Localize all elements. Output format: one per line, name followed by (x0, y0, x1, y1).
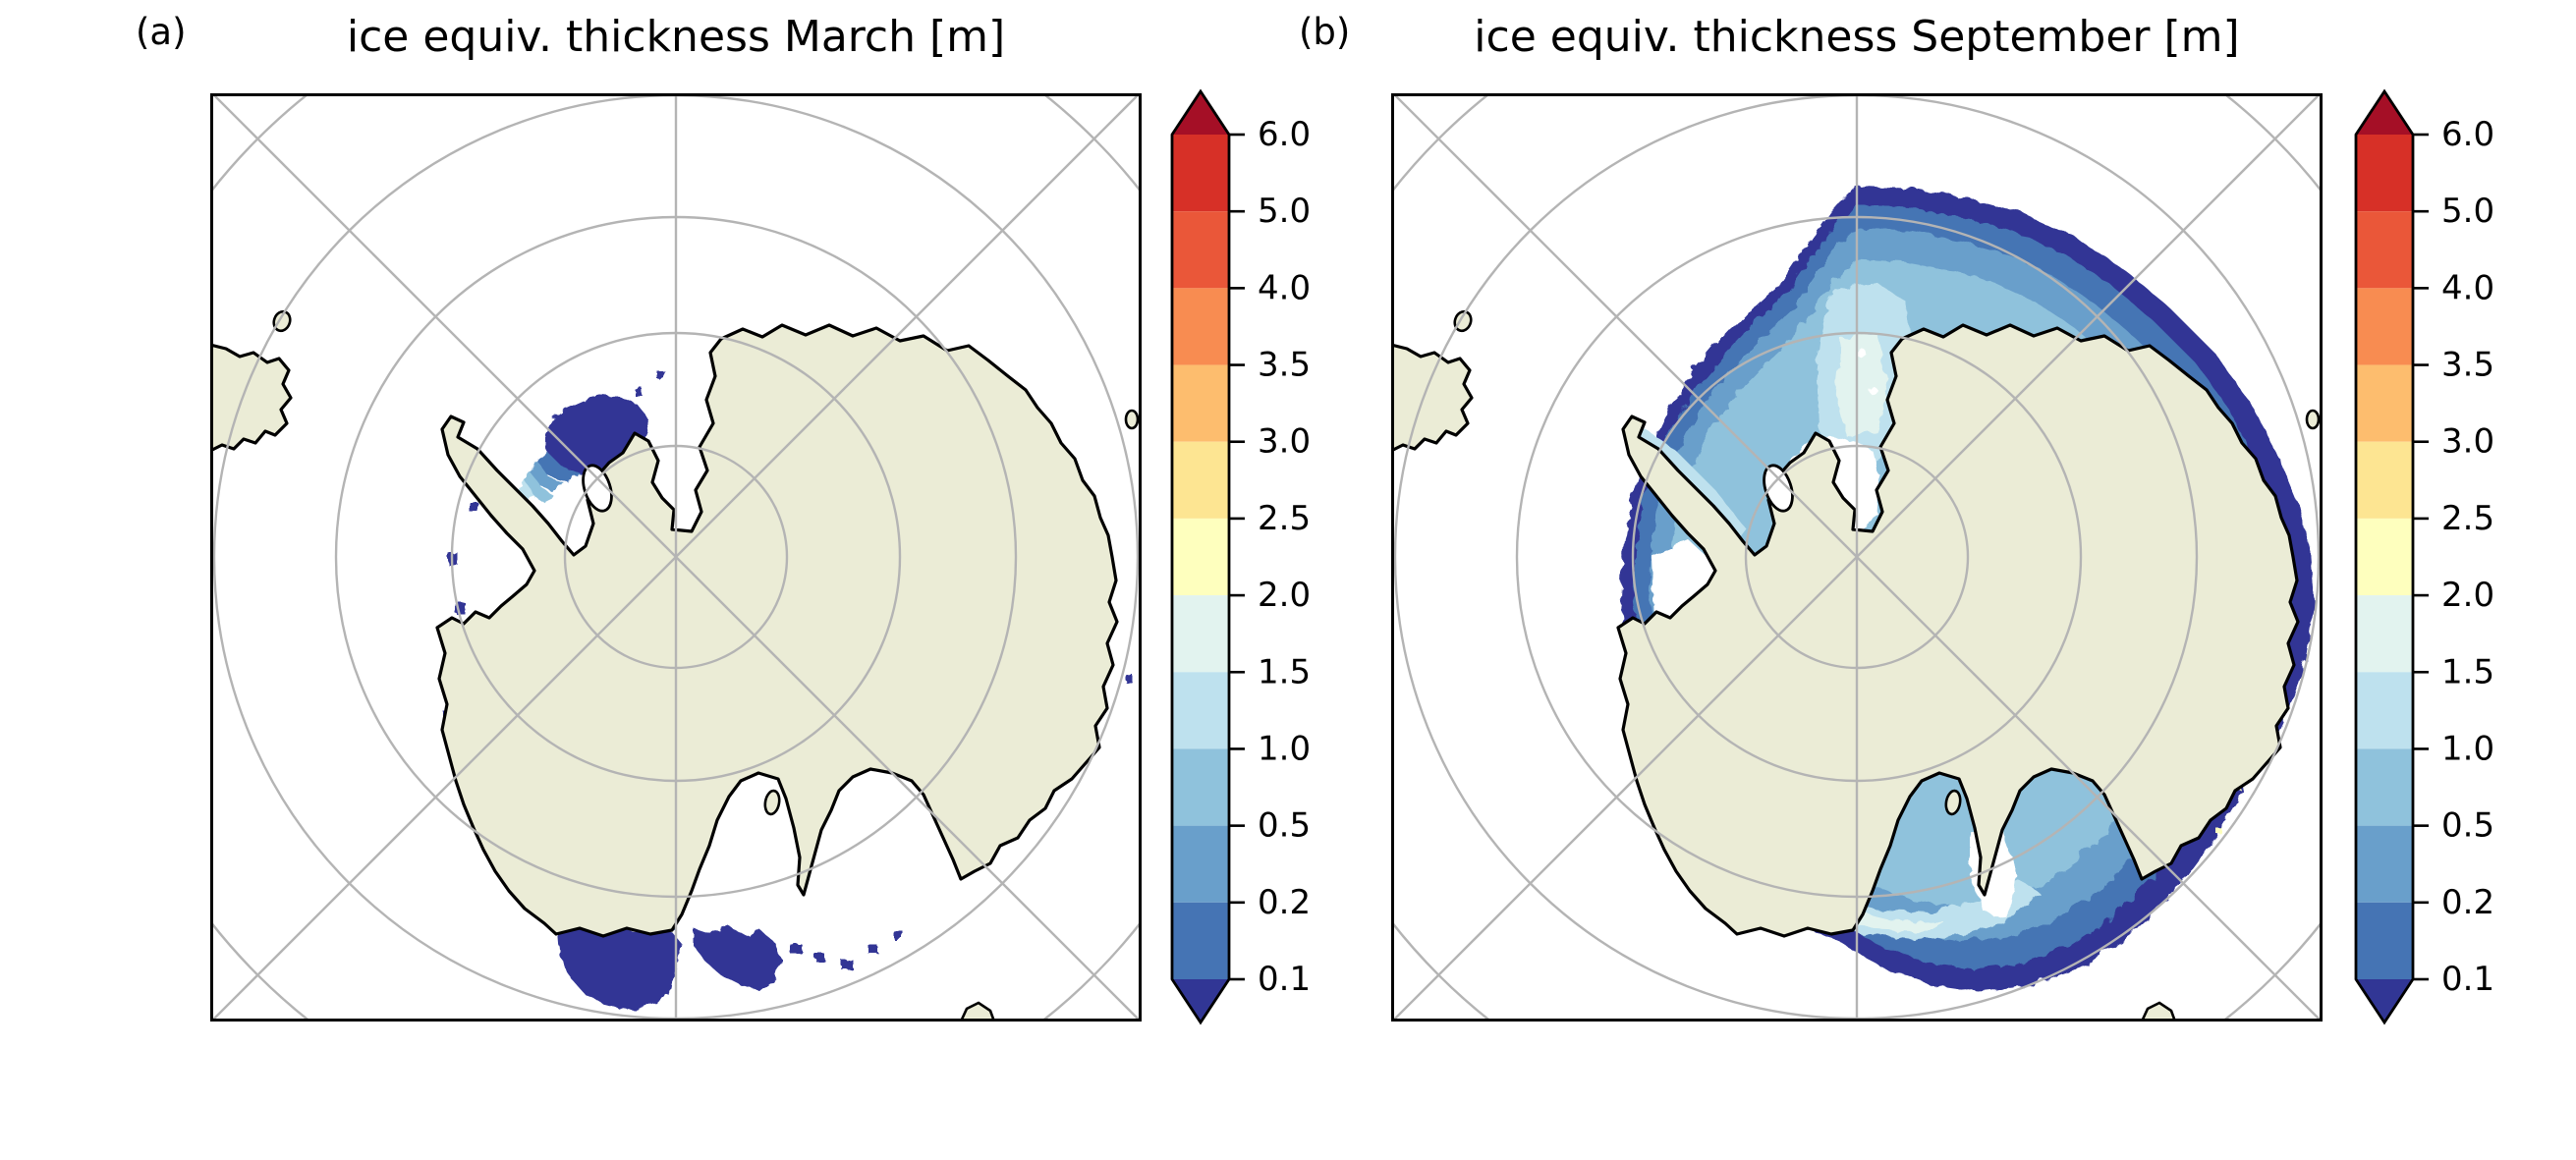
ice-speck (788, 942, 800, 952)
colorbar-under-arrow (2356, 979, 2413, 1022)
colorbar-september: 6.0 5.0 4.0 3.5 3.0 2.5 2.0 1.5 1.0 0.5 … (2354, 88, 2494, 1025)
thick-ice-speck (2212, 824, 2218, 830)
pack-opening (1867, 384, 1875, 392)
ice-speck (468, 500, 476, 510)
ice-speck (654, 368, 662, 376)
colorbar-segments (1172, 135, 1229, 979)
tick-label: 3.5 (2441, 346, 2494, 385)
ice-speck (892, 930, 902, 938)
map-panel-march (210, 93, 1142, 1022)
tick-label: 0.1 (2441, 960, 2494, 999)
tick-label: 4.0 (2441, 268, 2494, 307)
ice-speck (633, 386, 641, 394)
tick-label: 3.5 (1258, 346, 1311, 385)
ice-speck (813, 952, 823, 960)
colorbar-segments (2356, 135, 2413, 979)
tick-label: 2.5 (1258, 499, 1311, 538)
colorbar-under-arrow (1172, 979, 1229, 1022)
tick-label: 0.2 (2441, 883, 2494, 922)
tick-label: 6.0 (2441, 115, 2494, 154)
tick-label: 1.0 (2441, 729, 2494, 768)
tick-label: 2.5 (2441, 499, 2494, 538)
colorbar-tick-labels: 6.0 5.0 4.0 3.5 3.0 2.5 2.0 1.5 1.0 0.5 … (1258, 115, 1311, 999)
ice-amundsen-sliver (1845, 909, 1941, 930)
panel-a-title: ice equiv. thickness March [m] (346, 12, 1006, 62)
tick-label: 1.5 (1258, 652, 1311, 691)
tick-label: 0.2 (1258, 883, 1311, 922)
tick-label: 5.0 (2441, 192, 2494, 231)
colorbar-over-arrow (1172, 91, 1229, 135)
ice-weddell-core (1833, 331, 1886, 435)
ice-speck (1124, 673, 1131, 682)
tick-label: 3.0 (2441, 422, 2494, 462)
map-frame (1391, 93, 2323, 1022)
panel-a-letter: (a) (136, 11, 187, 53)
tick-label: 2.0 (2441, 576, 2494, 615)
colorbar-ticks (2413, 133, 2429, 981)
tick-label: 5.0 (1258, 192, 1311, 231)
colorbar-march: 6.0 5.0 4.0 3.5 3.0 2.5 2.0 1.5 1.0 0.5 … (1170, 88, 1311, 1025)
colorbar-ticks (1229, 133, 1245, 981)
tick-label: 6.0 (1258, 115, 1311, 154)
tick-label: 2.0 (1258, 576, 1311, 615)
panel-b-letter: (b) (1299, 11, 1351, 53)
tick-label: 0.5 (1258, 806, 1311, 846)
tick-label: 1.5 (2441, 652, 2494, 691)
ice-patch-amundsen (556, 922, 680, 1009)
tick-label: 3.0 (1258, 422, 1311, 462)
map-frame (210, 93, 1142, 1022)
ice-patch (536, 449, 580, 480)
tick-label: 0.1 (1258, 960, 1311, 999)
ice-speck (839, 958, 851, 967)
ice-patch-ross (692, 924, 780, 989)
pack-opening (1854, 346, 1864, 356)
ice-patch (515, 478, 534, 502)
colorbar-tick-labels: 6.0 5.0 4.0 3.5 3.0 2.5 2.0 1.5 1.0 0.5 … (2441, 115, 2494, 999)
map-panel-september (1391, 93, 2323, 1022)
tick-label: 4.0 (1258, 268, 1311, 307)
ice-speck (867, 944, 876, 952)
colorbar-over-arrow (2356, 91, 2413, 135)
tick-label: 1.0 (1258, 729, 1311, 768)
tick-label: 0.5 (2441, 806, 2494, 846)
panel-b-title: ice equiv. thickness September [m] (1474, 12, 2240, 62)
